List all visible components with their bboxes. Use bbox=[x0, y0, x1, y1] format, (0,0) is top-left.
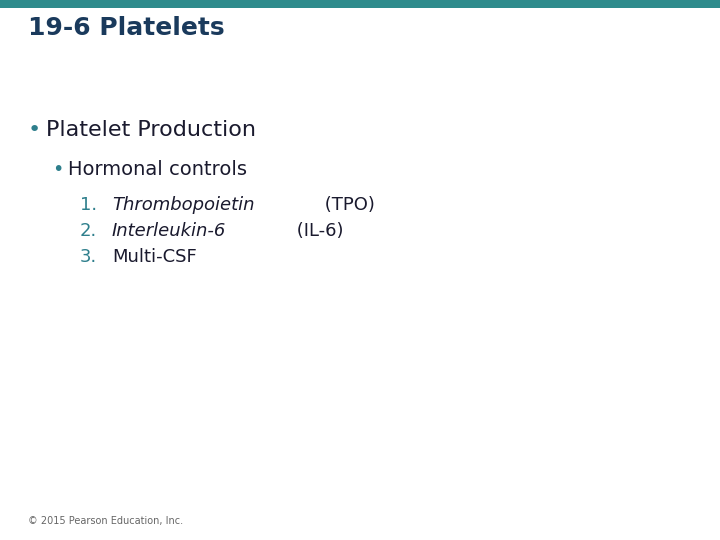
Text: Platelet Production: Platelet Production bbox=[46, 120, 256, 140]
Text: 19-6 Platelets: 19-6 Platelets bbox=[28, 16, 225, 40]
Text: 3.: 3. bbox=[80, 248, 97, 266]
Text: Hormonal controls: Hormonal controls bbox=[68, 160, 247, 179]
Text: 1.: 1. bbox=[80, 196, 97, 214]
Text: 2.: 2. bbox=[80, 222, 97, 240]
Bar bbox=[0, 0, 720, 8]
Text: © 2015 Pearson Education, Inc.: © 2015 Pearson Education, Inc. bbox=[28, 516, 183, 526]
Text: Multi-CSF: Multi-CSF bbox=[112, 248, 197, 266]
Text: Interleukin-6: Interleukin-6 bbox=[112, 222, 226, 240]
Text: Thrombopoietin: Thrombopoietin bbox=[112, 196, 254, 214]
Text: (TPO): (TPO) bbox=[319, 196, 375, 214]
Text: •: • bbox=[52, 160, 63, 179]
Text: (IL-6): (IL-6) bbox=[291, 222, 343, 240]
Text: •: • bbox=[28, 120, 41, 140]
